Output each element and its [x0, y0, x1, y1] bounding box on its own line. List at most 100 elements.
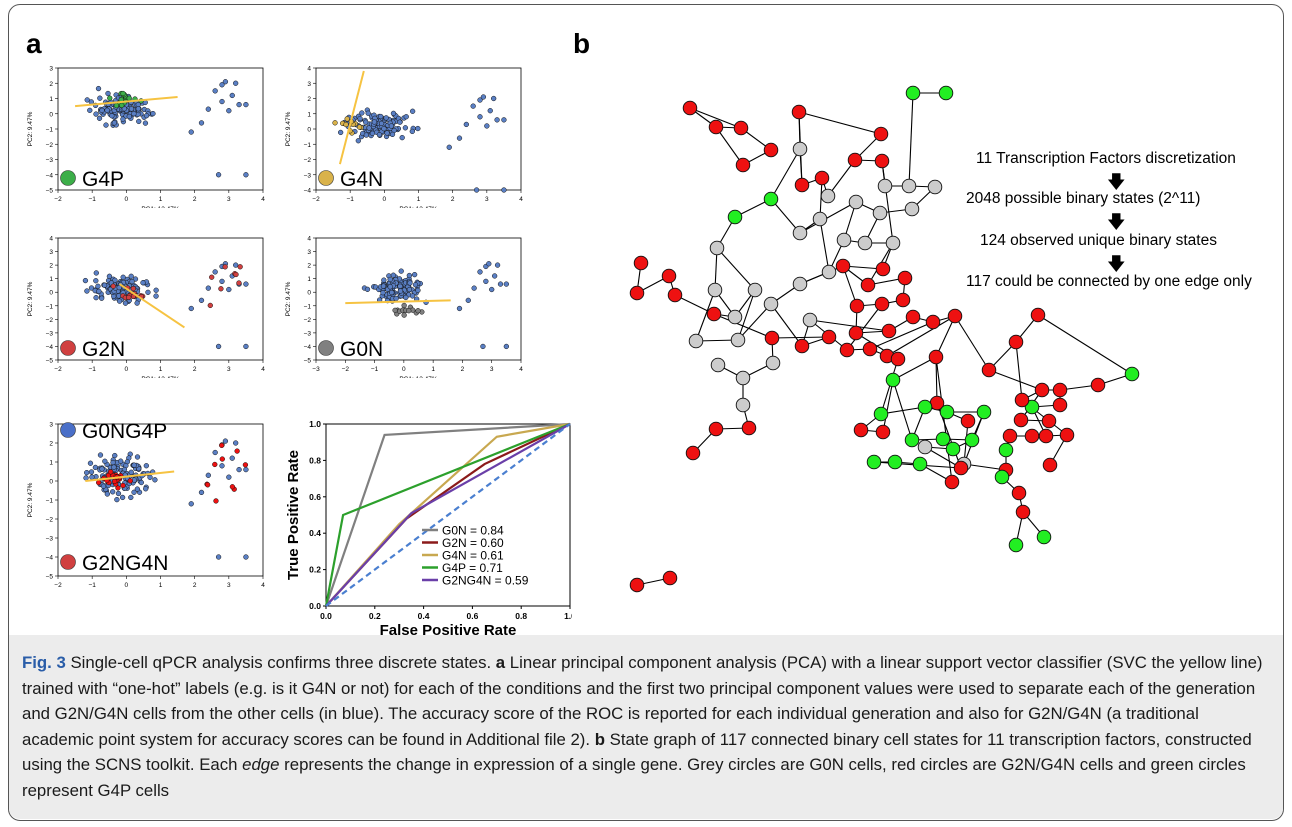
green-node — [935, 431, 951, 447]
x-axis-label: PC1: 13.47% — [141, 206, 180, 208]
plot-area — [57, 67, 264, 191]
data-point — [219, 82, 225, 88]
graph-edge — [935, 356, 938, 404]
data-point — [109, 113, 115, 119]
data-point — [111, 464, 117, 470]
y-tick-label: 1 — [307, 276, 311, 283]
highlighted-point — [120, 482, 126, 489]
data-point — [153, 287, 159, 293]
y-tick-label: −5 — [46, 358, 54, 365]
graph-edge — [737, 289, 756, 341]
state-graph — [629, 85, 1140, 593]
svc-line — [74, 95, 178, 108]
red-node — [847, 152, 863, 168]
data-point — [100, 483, 107, 489]
data-point — [131, 462, 137, 468]
y-tick-label: −1 — [304, 303, 312, 310]
red-node — [875, 424, 891, 440]
data-point — [378, 120, 385, 127]
data-point — [84, 469, 90, 476]
data-point — [389, 131, 396, 138]
data-point — [390, 110, 397, 117]
y-tick-label: −2 — [304, 157, 312, 164]
roc-series-line — [324, 422, 571, 607]
x-tick-label: 2 — [193, 582, 197, 587]
x-tick-label: 3 — [227, 366, 231, 373]
data-point — [96, 288, 102, 295]
graph-edge — [869, 321, 934, 350]
data-point — [229, 455, 235, 461]
data-point — [126, 113, 132, 120]
data-point — [489, 286, 495, 293]
highlighted-point — [401, 312, 407, 318]
red-node — [895, 292, 911, 308]
y-tick-label: 1 — [49, 460, 53, 467]
x-tick-label: −2 — [54, 196, 62, 203]
grey-node — [857, 235, 873, 251]
roc-series-line — [324, 422, 571, 607]
red-node — [794, 338, 810, 354]
red-node — [1024, 428, 1040, 444]
x-tick-label: 3 — [485, 196, 489, 203]
highlighted-point — [343, 121, 349, 128]
pca-plot-g4n: −2 −1 0 1 2 3 4 4 3 2 1 0 −1 −2 −3 −4 PC1: 13.47% PC2: 9.… — [285, 66, 523, 209]
condition-label: G0N — [340, 338, 383, 361]
condition-marker — [60, 340, 76, 356]
highlighted-point — [96, 479, 102, 486]
data-point — [477, 269, 483, 275]
flow-arrow-2: 🡇 — [1107, 212, 1126, 232]
red-node — [848, 325, 864, 341]
data-point — [128, 469, 134, 475]
green-node — [866, 454, 882, 470]
data-point — [226, 474, 232, 480]
grey-node — [707, 282, 723, 298]
data-point — [233, 262, 239, 268]
roc-chart: 0.0 0.2 0.4 0.6 0.8 1.0 0.0 0.2 0.4 0.6 0.8 1.0 Fals… — [285, 419, 572, 639]
y-tick-label: 3 — [307, 249, 311, 256]
data-point — [477, 114, 483, 120]
x-tick-label: −2 — [54, 366, 62, 373]
green-node — [1024, 399, 1040, 415]
y-tick-label: −4 — [304, 188, 312, 195]
data-point — [84, 288, 90, 294]
y-tick-label: −2 — [46, 317, 54, 324]
roc-x-tick-label: 0.8 — [515, 611, 527, 621]
condition-marker-g2ng4n — [60, 554, 76, 570]
graph-edge — [770, 148, 801, 200]
highlighted-point — [107, 469, 114, 475]
graph-edge — [799, 265, 844, 285]
data-point — [188, 129, 194, 135]
data-point — [243, 343, 249, 350]
caption-background — [9, 635, 1283, 819]
y-axis-label: PC2: 9.47% — [27, 482, 34, 517]
highlighted-point — [130, 285, 136, 292]
data-point — [398, 268, 404, 274]
data-point — [134, 300, 140, 306]
graph-edge — [892, 356, 937, 381]
svc-line — [345, 299, 451, 305]
y-tick-label: 2 — [49, 441, 53, 448]
red-node — [741, 420, 757, 436]
green-node — [904, 432, 920, 448]
highlighted-point — [127, 478, 133, 484]
x-tick-label: −1 — [371, 366, 379, 373]
green-node — [976, 404, 992, 420]
data-point — [480, 94, 487, 100]
roc-y-tick-label: 0.2 — [309, 565, 321, 575]
data-point — [406, 272, 413, 279]
graph-edge — [882, 379, 894, 433]
grey-node — [836, 232, 852, 248]
data-point — [226, 108, 232, 114]
data-point — [153, 293, 159, 299]
data-point — [412, 282, 419, 288]
y-tick-label: −4 — [46, 555, 54, 562]
data-point — [503, 343, 510, 350]
data-point — [483, 278, 489, 285]
red-node — [682, 100, 698, 116]
graph-edge — [737, 303, 772, 341]
highlighted-point — [236, 280, 242, 286]
x-tick-label: 1 — [159, 366, 163, 373]
x-tick-label: 1 — [417, 196, 421, 203]
panel-label-a: a — [26, 28, 42, 59]
data-point — [129, 278, 135, 285]
